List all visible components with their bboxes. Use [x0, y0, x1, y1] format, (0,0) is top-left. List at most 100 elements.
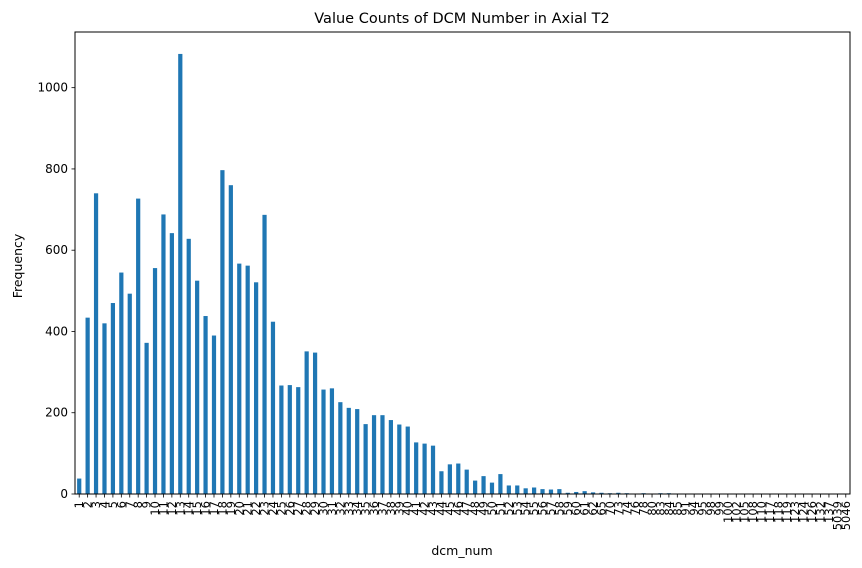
bar-43: [430, 445, 436, 494]
bar-32: [338, 402, 343, 494]
x-tick-label: 13: [173, 501, 187, 516]
x-tick-label: 61: [578, 501, 592, 516]
x-tick-label: 31: [325, 501, 339, 516]
x-tick-label: 43: [426, 501, 440, 516]
x-tick-label: 42: [418, 501, 432, 516]
x-tick-label: 20: [232, 501, 246, 516]
x-tick-label: 26: [283, 501, 297, 516]
x-tick-label: 41: [409, 501, 423, 516]
x-tick-label: 4: [97, 501, 111, 508]
bar-65: [599, 492, 604, 494]
bar-60: [574, 491, 579, 494]
bar-3: [93, 193, 99, 494]
bar-4: [102, 323, 107, 494]
x-tick-label: 19: [224, 501, 238, 516]
x-tick-label: 45: [443, 501, 457, 516]
x-tick-label: 73: [611, 501, 625, 516]
x-tick-label: 59: [561, 501, 575, 516]
bar-8: [136, 198, 141, 494]
x-tick-label: 8: [131, 501, 145, 508]
x-tick-label: 50: [485, 501, 499, 516]
bar-45: [447, 464, 452, 494]
bar-33: [346, 407, 351, 494]
bar-47: [464, 469, 469, 494]
x-tick-label: 16: [199, 501, 213, 516]
bar-36: [371, 415, 377, 494]
bar-18: [220, 170, 225, 494]
bar-16: [203, 316, 208, 494]
x-tick-label: 46: [451, 501, 465, 516]
x-tick-label: 70: [603, 501, 617, 516]
x-tick-label: 105: [738, 501, 752, 523]
bar-56: [540, 489, 545, 494]
y-tick-label: 400: [45, 324, 68, 338]
x-tick-label: 14: [182, 501, 196, 516]
x-tick-label: 76: [628, 501, 642, 516]
x-tick-label: 53: [510, 501, 524, 516]
bar-39: [397, 424, 402, 494]
x-tick-label: 58: [552, 501, 566, 516]
x-tick-label: 30: [317, 501, 331, 516]
x-tick-label: 18: [215, 501, 229, 516]
bar-19: [228, 185, 233, 494]
x-tick-label: 74: [620, 501, 634, 516]
x-tick-label: 3: [89, 501, 103, 508]
bar-10: [152, 268, 158, 494]
x-tick-label: 35: [359, 501, 373, 516]
bar-17: [211, 335, 217, 494]
bar-44: [439, 471, 444, 494]
x-axis-label: dcm_num: [431, 543, 492, 558]
x-tick-label: 34: [350, 501, 364, 516]
x-tick-label: 37: [375, 501, 389, 516]
x-tick-label: 12: [165, 501, 179, 516]
x-tick-label: 28: [300, 501, 314, 516]
x-tick-label: 39: [392, 501, 406, 516]
x-tick-label: 108: [746, 501, 760, 523]
x-tick-label: 119: [780, 501, 794, 523]
bar-37: [380, 415, 385, 494]
x-tick-label: 54: [519, 501, 533, 516]
bar-52: [506, 485, 511, 494]
plot-frame: [74, 31, 851, 495]
bar-73: [616, 492, 621, 494]
bar-12: [169, 233, 174, 494]
x-tick-label: 123: [788, 501, 802, 523]
x-tick-label: 57: [544, 501, 558, 516]
x-tick-label: 52: [502, 501, 516, 516]
bar-51: [498, 474, 503, 494]
bar-54: [523, 488, 528, 494]
x-tick-label: 99: [712, 501, 726, 516]
bar-27: [296, 387, 301, 494]
x-tick-label: 85: [670, 501, 684, 516]
x-tick-label: 5039: [830, 501, 844, 530]
x-tick-label: 33: [342, 501, 356, 516]
x-tick-label: 100: [721, 501, 735, 523]
bar-41: [414, 442, 419, 494]
bar-20: [237, 263, 242, 494]
bar-62: [590, 492, 596, 494]
y-tick-label: 0: [60, 487, 68, 501]
x-tick-label: 17: [207, 501, 221, 516]
bar-46: [456, 463, 461, 494]
x-tick-label: 83: [653, 501, 667, 516]
bar-57: [548, 489, 554, 494]
x-tick-label: 80: [645, 501, 659, 516]
bar-1: [77, 478, 82, 494]
x-tick-label: 6: [114, 501, 128, 508]
bar-26: [287, 385, 292, 494]
x-tick-label: 55: [527, 501, 541, 516]
bar-24: [270, 321, 276, 494]
x-tick-label: 32: [333, 501, 347, 516]
x-tick-label: 38: [384, 501, 398, 516]
x-tick-label: 5046: [839, 501, 853, 530]
x-tick-label: 137: [822, 501, 836, 523]
bar-58: [557, 489, 562, 494]
y-axis: 0 200 400 600 800 1000: [37, 81, 75, 501]
y-tick-label: 600: [45, 243, 68, 257]
x-tick-label: 11: [156, 501, 170, 516]
x-axis: 1234567891011121314151617181920212223242…: [72, 494, 853, 530]
bar-59: [565, 492, 570, 494]
bar-25: [279, 385, 284, 494]
x-tick-label: 118: [771, 501, 785, 523]
